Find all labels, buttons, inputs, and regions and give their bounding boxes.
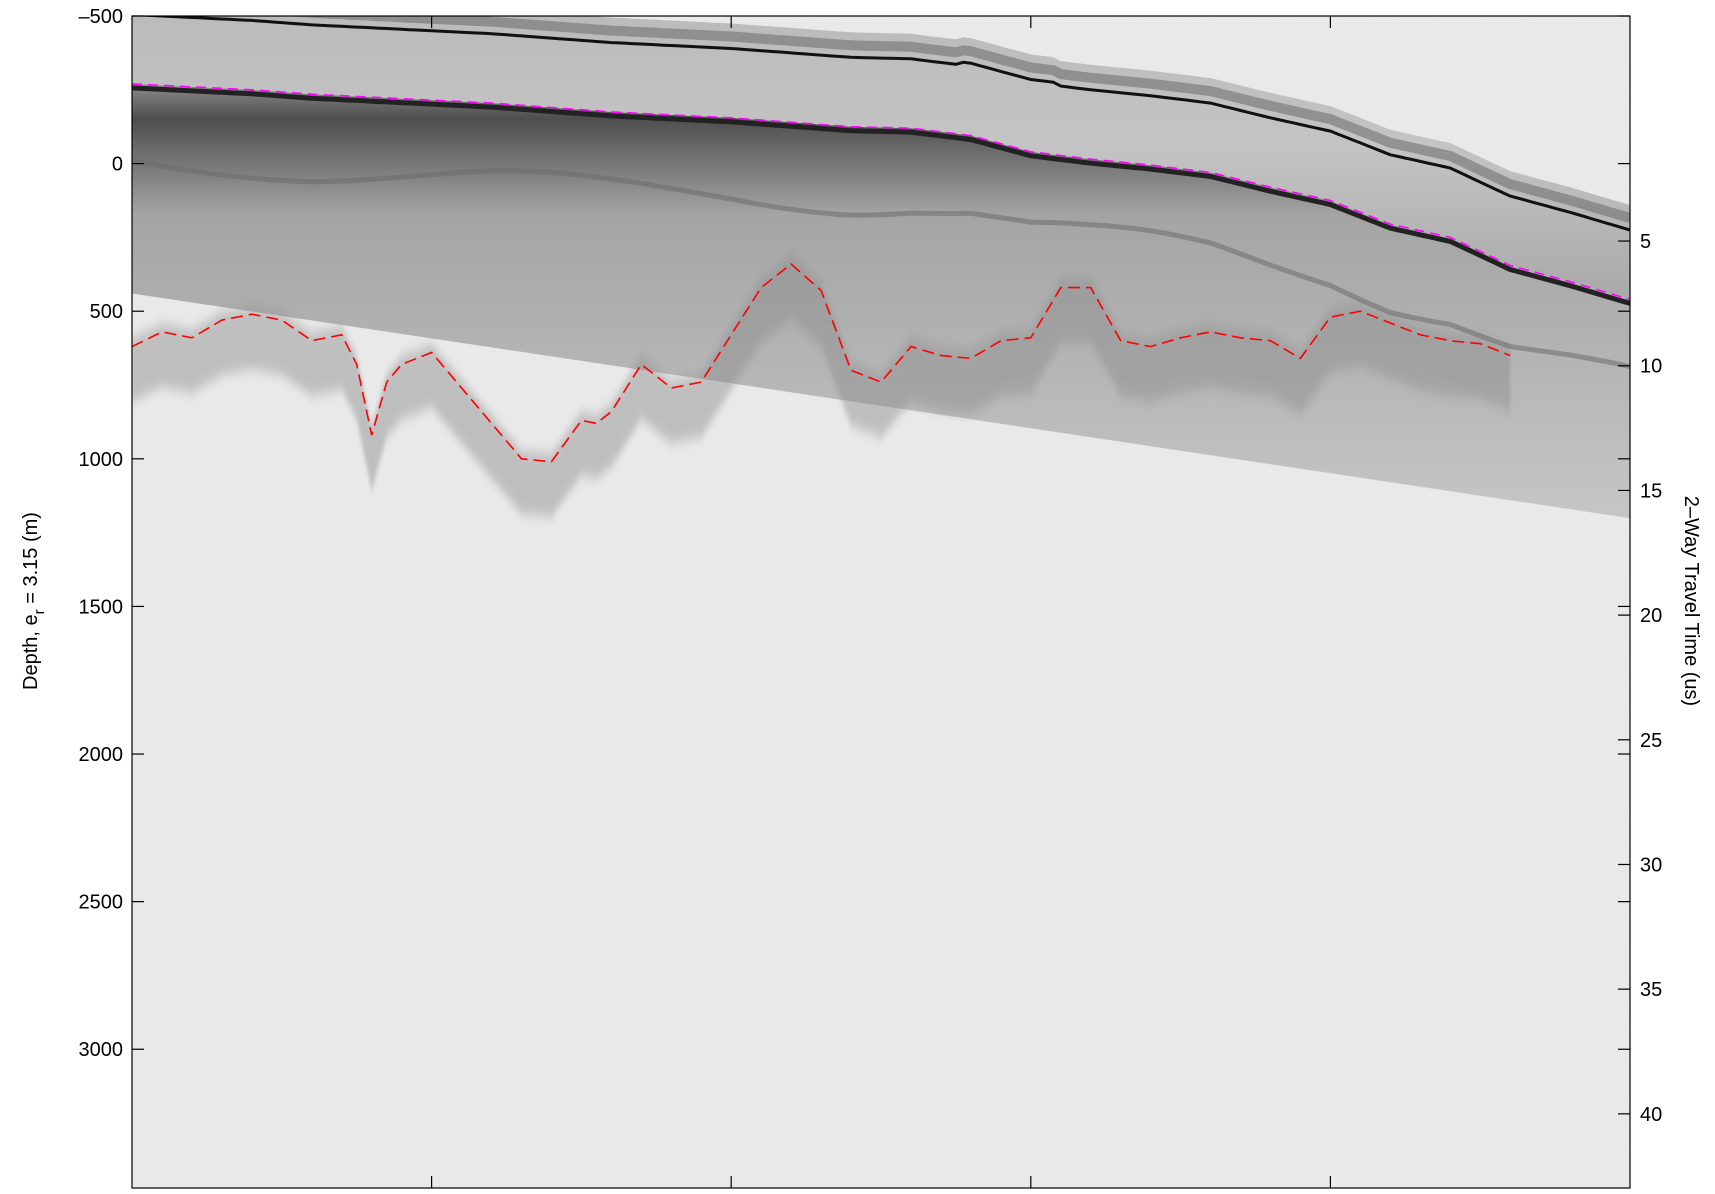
left-tick-label: 1500 <box>79 596 124 618</box>
left-tick-label: 2000 <box>79 744 124 766</box>
left-tick-label: –500 <box>79 6 124 28</box>
radar-image <box>132 16 1630 1188</box>
left-tick-label: 0 <box>112 154 123 176</box>
left-tick-label: 1000 <box>79 449 124 471</box>
left-axis-label-prefix: Depth, e <box>20 614 42 690</box>
firn-ice-band <box>132 83 1630 518</box>
left-axis-label: Depth, er = 3.15 (m) <box>20 512 48 690</box>
right-tick-label: 25 <box>1640 730 1662 752</box>
air-gap-band <box>132 16 1630 300</box>
right-axis-label: 2–Way Travel Time (us) <box>1680 496 1702 706</box>
internal-layer-line <box>132 158 1630 369</box>
right-tick-label: 20 <box>1640 605 1662 627</box>
bed-reflection-line <box>132 262 1511 463</box>
right-tick-label: 30 <box>1640 854 1662 876</box>
plot-frame <box>131 15 1631 1189</box>
left-tick-label: 3000 <box>79 1039 124 1061</box>
surface-dark-line <box>132 85 1630 306</box>
x-axis-ticks <box>431 16 1332 1188</box>
left-axis-label-subscript: r <box>31 609 48 614</box>
left-axis-ticks: –500 0 500 1000 1500 2000 2500 3000 <box>79 6 1630 1061</box>
bed-echo-shadow <box>132 256 1511 517</box>
right-tick-label: 5 <box>1640 231 1651 253</box>
left-tick-label: 2500 <box>79 892 124 914</box>
right-tick-label: 40 <box>1640 1104 1662 1126</box>
aircraft-trace-line <box>132 16 1630 232</box>
left-tick-label: 500 <box>90 301 123 323</box>
right-tick-label: 35 <box>1640 979 1662 1001</box>
right-tick-label: 10 <box>1640 356 1662 378</box>
left-axis-label-suffix: = 3.15 (m) <box>20 512 42 609</box>
right-axis-ticks: 51015202530354045 <box>1618 231 1662 1126</box>
right-tick-label: 15 <box>1640 480 1662 502</box>
